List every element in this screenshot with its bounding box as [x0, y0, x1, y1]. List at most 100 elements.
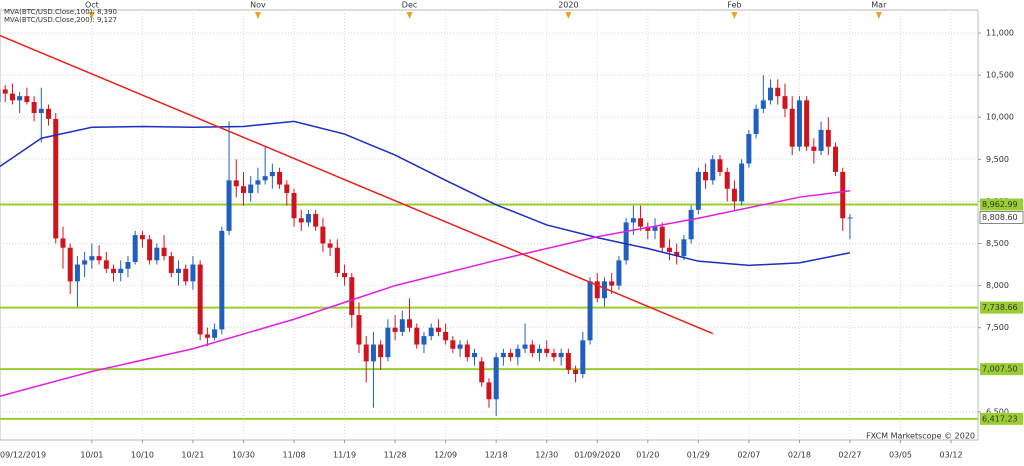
candle-body — [38, 108, 44, 113]
candle-body — [9, 93, 15, 101]
candle-body — [378, 344, 384, 358]
month-label: Mar — [871, 1, 887, 10]
candle-body — [529, 344, 535, 353]
candle-body — [645, 226, 651, 231]
candle-body — [594, 281, 600, 299]
month-label: Nov — [250, 1, 266, 10]
candle-body — [825, 129, 831, 147]
candle-body — [89, 256, 95, 261]
x-tick-label: 09/12/2019 — [0, 451, 46, 460]
candle-body — [818, 129, 824, 151]
candle-body — [248, 184, 254, 193]
y-tick-label: 10,000 — [986, 113, 1014, 122]
candle-body — [551, 352, 557, 358]
candle-body — [399, 319, 405, 332]
candle-body — [277, 171, 283, 185]
candle-body — [464, 344, 470, 358]
candle-body — [565, 352, 571, 370]
candle-body — [522, 344, 528, 349]
candle-body — [746, 134, 752, 164]
candle-body — [219, 230, 225, 330]
candle-body — [659, 226, 665, 248]
x-tick-label: 01/20 — [636, 451, 659, 460]
candle-body — [710, 159, 716, 181]
candle-body — [493, 357, 499, 400]
x-tick-label: 12/18 — [485, 451, 508, 460]
candle-body — [154, 247, 160, 261]
month-label: Feb — [727, 1, 741, 10]
candle-body — [847, 217, 853, 219]
legend-label: MVA(BTC/USD.Close,200): 9,127 — [4, 16, 117, 24]
y-tick-label: 9,500 — [986, 155, 1009, 164]
month-label: Dec — [402, 1, 417, 10]
candle-body — [31, 102, 37, 113]
month-marker — [565, 12, 572, 19]
candle-body — [111, 268, 117, 273]
month-label: Oct — [85, 1, 99, 10]
legend-label: MVA(BTC/USD.Close,100): 8,390 — [4, 8, 117, 16]
candle-body — [96, 256, 102, 261]
x-tick-label: 11/28 — [384, 451, 407, 460]
x-tick-label: 03/12 — [940, 451, 963, 460]
last-price-label: 8,808.60 — [982, 213, 1018, 222]
candle-body — [370, 344, 376, 362]
candle-body — [717, 159, 723, 172]
candle-body — [804, 100, 810, 147]
candle-body — [768, 87, 774, 101]
candle-body — [479, 361, 485, 383]
candle-body — [760, 100, 766, 109]
level-tag — [980, 301, 1023, 314]
month-label: 2020 — [558, 1, 578, 10]
candle-body — [183, 268, 189, 282]
candle-body — [0, 89, 1, 103]
candle-body — [724, 171, 730, 189]
level-label: 7,007.50 — [982, 365, 1018, 374]
candle-body — [443, 331, 449, 341]
month-marker — [731, 12, 738, 19]
watermark: FXCM Marketscope © 2020 — [866, 432, 975, 441]
candle-body — [508, 352, 514, 358]
candle-body — [226, 180, 232, 231]
candle-body — [139, 235, 145, 240]
candle-body — [609, 281, 615, 286]
candle-body — [638, 218, 644, 227]
candle-body — [168, 256, 174, 273]
candle-body — [623, 222, 629, 261]
x-tick-label: 03/05 — [889, 451, 912, 460]
candle-body — [688, 209, 694, 240]
candle-body — [435, 327, 441, 332]
candle-body — [731, 188, 737, 202]
candle-body — [24, 96, 30, 103]
candle-body — [695, 171, 701, 210]
candle-body — [327, 243, 333, 248]
x-tick-label: 11/08 — [282, 451, 305, 460]
candle-body — [775, 87, 781, 97]
x-tick-label: 10/01 — [80, 451, 103, 460]
month-marker — [88, 12, 95, 19]
candle-body — [313, 214, 319, 227]
ma-line — [0, 120, 851, 267]
candle-body — [305, 214, 311, 223]
candle-body — [500, 352, 506, 358]
level-label: 7,738.66 — [982, 303, 1018, 312]
candle-body — [486, 382, 492, 400]
level-tag — [980, 412, 1023, 425]
x-tick-label: 01/09/2020 — [574, 451, 620, 460]
candle-body — [833, 146, 839, 172]
candle-body — [753, 108, 759, 135]
candle-body — [840, 171, 846, 219]
month-marker — [254, 12, 261, 19]
y-tick-label: 8,000 — [986, 281, 1009, 290]
x-tick-label: 01/29 — [687, 451, 710, 460]
candle-body — [385, 327, 391, 358]
candle-body — [789, 108, 795, 147]
candle-body — [204, 334, 210, 338]
x-tick-label: 12/30 — [535, 451, 558, 460]
candle-body — [190, 264, 196, 282]
candle-body — [103, 260, 109, 269]
candle-body — [125, 262, 131, 269]
candle-body — [147, 239, 153, 261]
candle-body — [457, 344, 463, 349]
